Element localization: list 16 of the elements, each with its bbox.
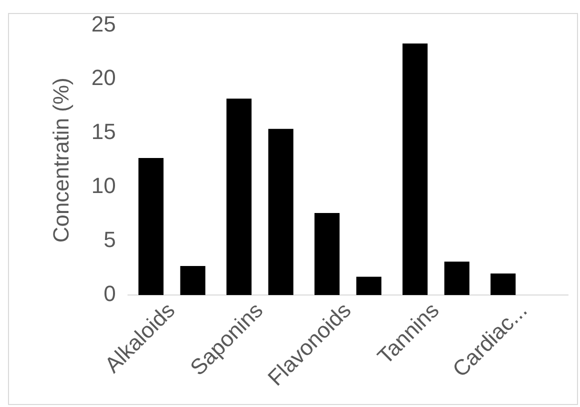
bar bbox=[180, 266, 206, 296]
y-axis-title: Concentratin (%) bbox=[48, 78, 74, 243]
y-tick-label: 15 bbox=[91, 119, 116, 144]
bar bbox=[402, 44, 428, 296]
bar bbox=[138, 158, 164, 296]
y-tick-label: 20 bbox=[91, 65, 116, 90]
y-tick-label: 0 bbox=[104, 281, 116, 306]
y-tick-label: 25 bbox=[91, 11, 116, 36]
y-tick-label: 5 bbox=[104, 227, 116, 252]
bar bbox=[268, 128, 294, 296]
bar bbox=[356, 276, 382, 296]
bar bbox=[314, 213, 340, 296]
bar bbox=[226, 98, 252, 296]
bar bbox=[490, 274, 516, 296]
bar bbox=[444, 262, 470, 296]
y-tick-label: 10 bbox=[91, 173, 116, 198]
